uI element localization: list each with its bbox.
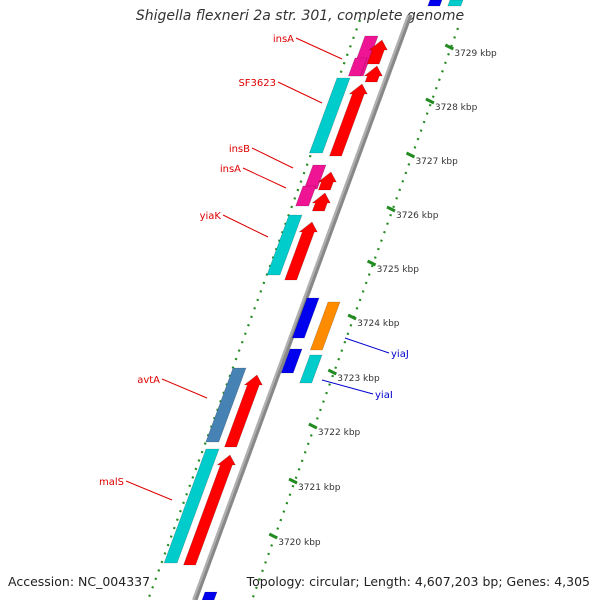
- tick-label: 3723 kbp: [337, 374, 380, 384]
- cds-insA-2: [311, 192, 331, 212]
- leader-line: [295, 37, 343, 60]
- cds-malS: [183, 454, 236, 566]
- gene-label-yiaJ: yiaJ: [391, 349, 409, 360]
- tick-label: 3722 kbp: [318, 428, 361, 438]
- gene-yiaI: [299, 354, 323, 384]
- leader-line: [321, 379, 374, 395]
- backbone-line: [194, 14, 413, 600]
- gene-label-insA: insA: [273, 34, 294, 45]
- gene-insA-2: [295, 185, 317, 207]
- major-tick: [347, 313, 357, 321]
- cds-insA-1b: [363, 65, 383, 83]
- major-tick: [327, 368, 337, 376]
- topology-summary: Topology: circular; Length: 4,607,203 bp…: [246, 574, 590, 589]
- leader-line: [222, 214, 269, 238]
- major-tick: [308, 422, 318, 430]
- cds-avtA: [224, 374, 263, 448]
- cds-top-edge: [427, 0, 443, 7]
- major-tick: [425, 97, 435, 105]
- major-tick: [288, 477, 298, 485]
- tick-label: 3729 kbp: [454, 49, 497, 59]
- leader-line: [125, 480, 173, 501]
- gene-label-avtA: avtA: [137, 375, 160, 386]
- cds-yiaI-rev: [280, 348, 303, 374]
- tick-label: 3725 kbp: [377, 265, 420, 275]
- gene-label-insA: insA: [220, 164, 241, 175]
- ruler-layer: 3729 kbp 3728 kbp 3727 kbp 3726 kbp 3725 kbp…: [146, 19, 497, 600]
- cds-SF3623: [329, 83, 368, 157]
- cds-insB: [317, 171, 337, 191]
- major-tick: [386, 205, 396, 213]
- major-tick: [366, 259, 377, 267]
- tick-ruler-inner: [146, 19, 362, 600]
- major-tick: [405, 151, 416, 159]
- cds-insA-1a: [366, 39, 388, 65]
- feature-layer: [163, 0, 464, 600]
- cds-yiaJ: [309, 301, 341, 351]
- gene-label-insB: insB: [229, 144, 250, 155]
- gene-insA-1b: [347, 57, 368, 77]
- cds-yiaK: [284, 221, 318, 281]
- gene-label-yiaI: yiaI: [375, 390, 393, 401]
- tick-label: 3726 kbp: [396, 211, 439, 221]
- tick-label: 3728 kbp: [435, 103, 478, 113]
- tick-label: 3724 kbp: [357, 319, 400, 329]
- backbone-shadow: [192, 14, 410, 600]
- tick-label: 3721 kbp: [298, 483, 341, 493]
- leader-line: [277, 81, 323, 104]
- gene-malS: [163, 448, 220, 564]
- major-tick: [268, 532, 278, 540]
- gene-insB: [303, 164, 327, 190]
- leader-line: [344, 337, 390, 354]
- leader-line: [161, 378, 208, 399]
- backbone-layer: [192, 14, 413, 600]
- tick-label: 3720 kbp: [278, 538, 321, 548]
- map-title: Shigella flexneri 2a str. 301, complete …: [135, 8, 465, 24]
- cds-yiaJ-rev: [291, 297, 320, 339]
- label-layer: insA SF3623 insB insA yiaK yiaJ yiaI avtA malS: [99, 34, 409, 501]
- tick-label: 3727 kbp: [415, 157, 458, 167]
- gene-top-edge: [447, 0, 464, 7]
- gene-label-SF3623: SF3623: [238, 78, 276, 89]
- gene-SF3623: [309, 77, 351, 154]
- leader-line: [242, 167, 287, 189]
- gene-yiaK: [266, 214, 303, 276]
- gene-avtA: [205, 367, 247, 443]
- leader-line: [251, 147, 294, 169]
- gene-label-malS: malS: [99, 477, 124, 488]
- gene-label-yiaK: yiaK: [200, 211, 222, 222]
- accession-text: Accession: NC_004337: [8, 574, 151, 589]
- cds-bottom-edge: [201, 591, 218, 600]
- major-tick: [444, 43, 455, 51]
